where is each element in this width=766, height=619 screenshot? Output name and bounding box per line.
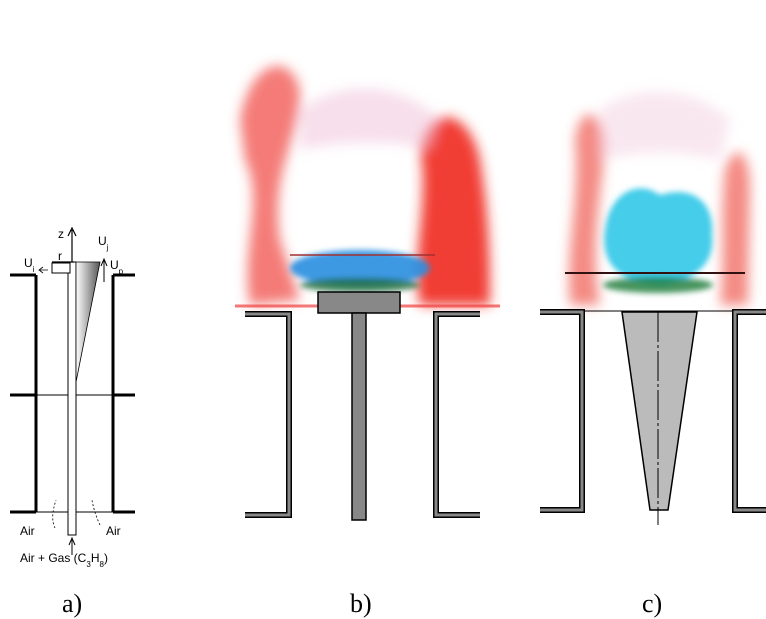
- caption-b: b): [350, 589, 372, 618]
- velocity-p: Up: [110, 258, 124, 276]
- velocity-i: Ui: [24, 256, 35, 274]
- text-part: Air + Gas (C: [20, 551, 87, 565]
- subscript: p: [119, 267, 124, 276]
- velocity-j: Uj: [98, 234, 109, 252]
- subscript: j: [106, 243, 109, 252]
- text-part: U: [98, 234, 107, 248]
- caption-c: c): [642, 589, 662, 618]
- panel-b-flame: [235, 66, 500, 306]
- panel-c-burner: [540, 311, 766, 525]
- panel-b-burner: [245, 292, 480, 520]
- panel-c-flame: [565, 92, 750, 305]
- subscript: i: [33, 265, 35, 274]
- text-part: U: [24, 256, 33, 270]
- air-left: Air: [20, 524, 35, 538]
- figure: z r Ui Uj Up Air Air Air + Gas (C3H8) a)…: [0, 0, 766, 619]
- text-part: ): [104, 551, 108, 565]
- axis-r-label: r: [58, 249, 62, 263]
- air-right: Air: [106, 524, 121, 538]
- axis-z-label: z: [58, 227, 64, 241]
- caption-a: a): [62, 589, 82, 618]
- text-part: H: [91, 551, 100, 565]
- fuel-label: Air + Gas (C3H8): [20, 551, 108, 569]
- text-part: U: [110, 258, 119, 272]
- panel-a: [10, 228, 135, 555]
